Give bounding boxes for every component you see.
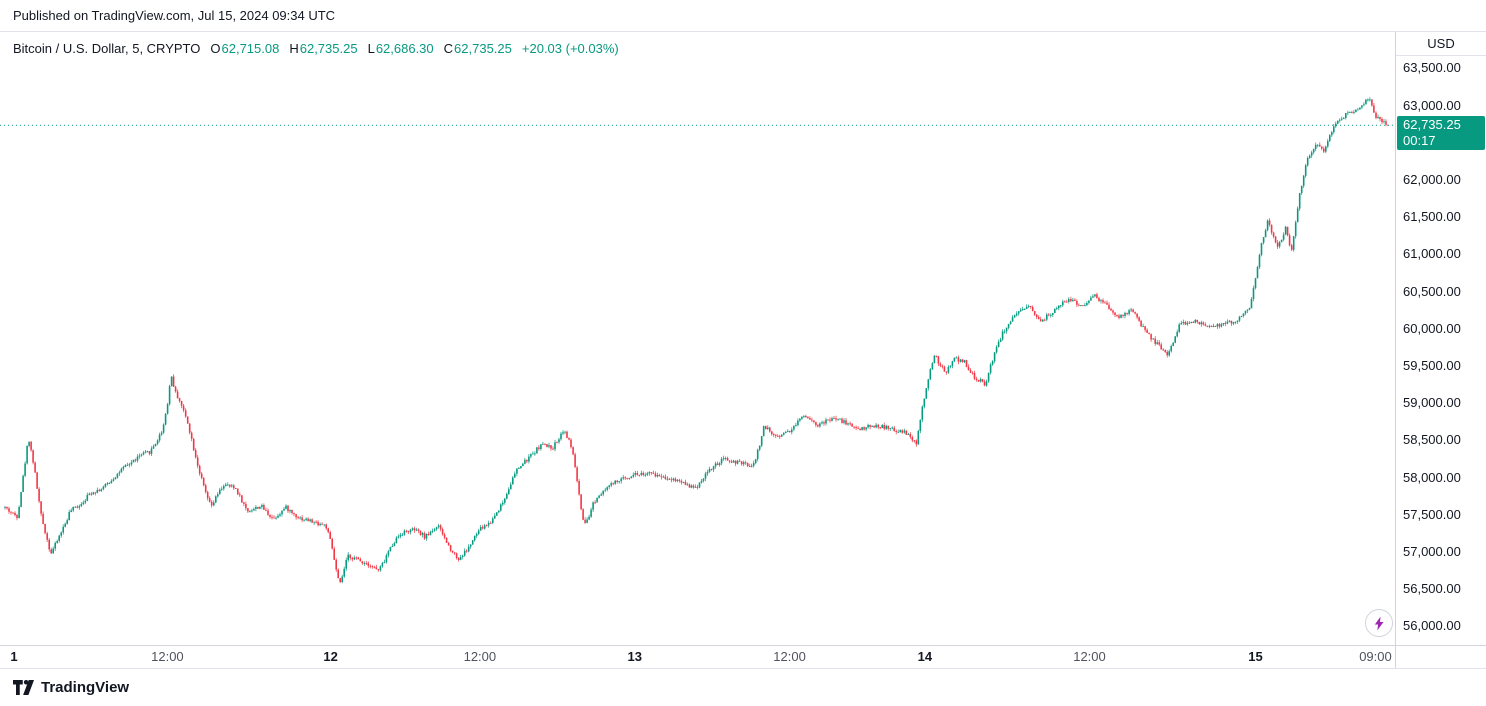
- x-tick-label: 12:00: [151, 649, 184, 664]
- ohlc-low: L 62,686.30: [368, 41, 434, 56]
- x-tick-label: 12:00: [463, 649, 497, 664]
- ohlc-close-label: C: [443, 41, 454, 56]
- axis-corner: [1395, 646, 1486, 668]
- price-axis[interactable]: USD 63,500.0063,000.0062,500.0062,000.00…: [1395, 32, 1486, 645]
- price-badge-value: 62,735.25: [1403, 117, 1461, 133]
- chart-legend: Bitcoin / U.S. Dollar, 5, CRYPTO O 62,71…: [13, 41, 619, 56]
- main-chart-area: Bitcoin / U.S. Dollar, 5, CRYPTO O 62,71…: [0, 32, 1486, 645]
- x-tick-label: 09:00: [1359, 649, 1392, 664]
- chart-plot[interactable]: Bitcoin / U.S. Dollar, 5, CRYPTO O 62,71…: [0, 32, 1395, 645]
- price-badge-countdown: 00:17: [1403, 133, 1436, 149]
- candlestick-chart[interactable]: [0, 32, 1395, 645]
- published-text: Published on TradingView.com, Jul 15, 20…: [13, 8, 336, 23]
- x-tick-label: 12:00: [773, 649, 806, 664]
- x-tick-label: 12: [323, 649, 338, 664]
- ohlc-high-value: 62,735.25: [299, 41, 358, 56]
- ohlc-high-label: H: [289, 41, 299, 56]
- symbol-title[interactable]: Bitcoin / U.S. Dollar, 5, CRYPTO: [13, 41, 201, 56]
- ohlc-open-value: 62,715.08: [221, 41, 280, 56]
- x-tick-label: 15: [1248, 649, 1263, 664]
- time-axis[interactable]: 1 12:00 12 12:00 13 12:00 14 12:00 15 09:00: [0, 645, 1486, 669]
- lightning-button[interactable]: [1365, 609, 1393, 637]
- ohlc-close: C 62,735.25: [444, 41, 512, 56]
- x-tick-label: 13: [627, 649, 642, 664]
- tradingview-logo-icon: [13, 680, 34, 695]
- y-tick-label: 57,500.00: [1403, 506, 1461, 522]
- ohlc-low-value: 62,686.30: [375, 41, 434, 56]
- x-tick-label: 1: [10, 649, 18, 664]
- x-tick-label: 12:00: [1073, 649, 1106, 664]
- footer-bar: TradingView: [0, 669, 1486, 706]
- ohlc-open: O 62,715.08: [210, 41, 279, 56]
- y-tick-label: 61,500.00: [1403, 209, 1461, 225]
- tradingview-brand-link[interactable]: TradingView: [41, 679, 130, 696]
- y-tick-label: 60,500.00: [1403, 283, 1461, 299]
- y-tick-label: 58,000.00: [1403, 469, 1461, 485]
- y-tick-label: 58,500.00: [1403, 432, 1461, 448]
- ohlc-low-label: L: [367, 41, 375, 56]
- x-tick-label: 14: [917, 649, 933, 664]
- change-value: +20.03 (+0.03%): [521, 41, 619, 56]
- y-tick-label: 63,000.00: [1403, 97, 1461, 113]
- usd-label: USD: [1427, 36, 1455, 51]
- ohlc-close-value: 62,735.25: [454, 41, 512, 56]
- y-tick-label: 61,000.00: [1403, 246, 1461, 262]
- ohlc-open-label: O: [210, 41, 221, 56]
- published-bar: Published on TradingView.com, Jul 15, 20…: [0, 0, 1486, 32]
- price-badge: 62,735.25 00:17: [1397, 116, 1485, 151]
- lightning-bolt-icon: [1374, 616, 1383, 630]
- y-tick-label: 60,000.00: [1403, 320, 1461, 336]
- y-tick-label: 59,500.00: [1403, 358, 1461, 374]
- y-tick-label: 62,000.00: [1403, 172, 1461, 188]
- y-tick-label: 56,000.00: [1403, 618, 1461, 634]
- y-tick-label: 59,000.00: [1403, 395, 1461, 411]
- y-tick-label: 57,000.00: [1403, 544, 1461, 559]
- y-tick-label: 63,500.00: [1403, 60, 1461, 76]
- y-tick-label: 56,500.00: [1403, 581, 1461, 597]
- ohlc-high: H 62,735.25: [289, 41, 357, 56]
- usd-currency-button[interactable]: USD: [1396, 32, 1486, 56]
